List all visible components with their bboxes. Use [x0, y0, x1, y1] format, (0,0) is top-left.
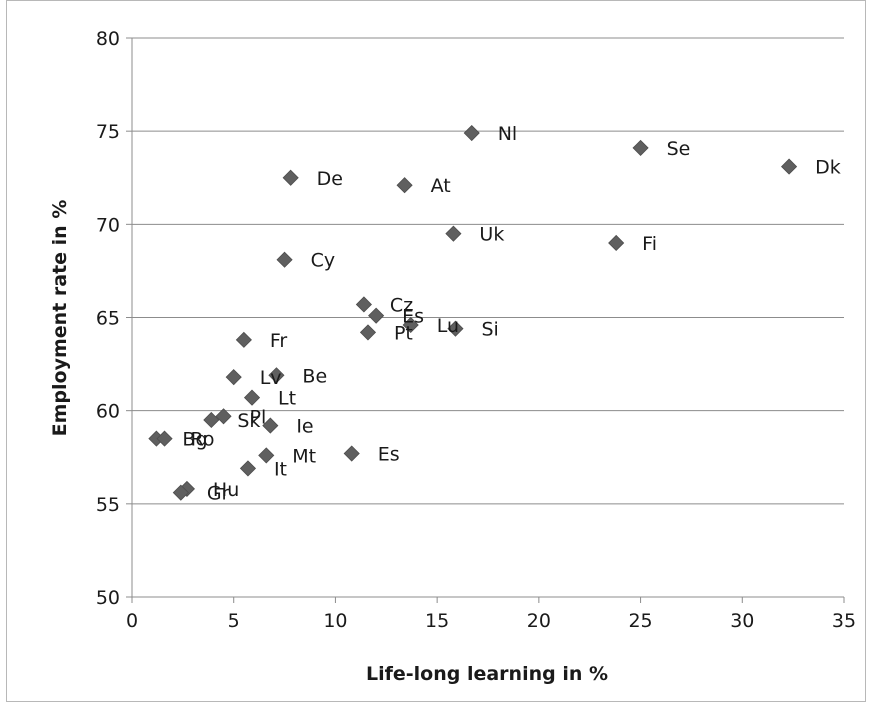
point-label: Ie [296, 416, 313, 438]
data-point-gr [172, 484, 189, 501]
point-label: Se [667, 138, 691, 160]
y-tick-label: 50 [96, 587, 120, 609]
data-point-be [268, 367, 285, 384]
axes [126, 37, 845, 603]
point-label: Lu [437, 315, 459, 337]
point-label: Cz [390, 294, 413, 316]
point-label: Cy [311, 250, 336, 272]
data-point-lt [243, 389, 261, 406]
point-label: Lt [278, 388, 296, 410]
y-tick-label: 60 [96, 401, 120, 423]
tick-labels: 50 55 60 65 70 75 80 0 5 10 15 20 25 30 35 [96, 28, 856, 632]
data-point-it [239, 460, 257, 477]
x-tick-label: 0 [126, 610, 138, 632]
data-point-nl [463, 124, 480, 142]
point-label: Pt [394, 322, 413, 344]
point-label: At [431, 175, 451, 197]
data-point-fr [235, 331, 252, 348]
point-label: Fr [270, 330, 288, 352]
point-label: Be [302, 365, 327, 387]
point-label: Fi [642, 233, 657, 255]
point-label: Pl [250, 406, 267, 428]
point-label: Es [378, 444, 400, 466]
point-label: Es [402, 306, 424, 328]
data-point-uk [445, 225, 462, 242]
x-tick-label: 20 [527, 610, 551, 632]
data-point-de [282, 169, 299, 186]
data-point-cz [355, 296, 372, 313]
y-tick-label: 75 [96, 121, 120, 143]
y-axis-title: Employment rate in % [49, 200, 71, 437]
point-label: Sk [237, 410, 260, 432]
data-point-es [368, 307, 385, 324]
x-tick-label: 5 [228, 610, 240, 632]
x-tick-label: 30 [730, 610, 754, 632]
data-point-pl [215, 408, 232, 425]
data-point-se [632, 139, 649, 157]
x-tick-label: 25 [628, 610, 652, 632]
point-label: Si [481, 319, 498, 341]
y-tick-label: 65 [96, 308, 120, 330]
x-axis-title: Life-long learning in % [366, 663, 608, 685]
point-label: Nl [498, 123, 518, 145]
data-point-mt [258, 447, 275, 464]
point-label: Bg [182, 429, 207, 451]
data-point-lu [402, 316, 419, 334]
point-label: Gr [207, 483, 230, 505]
point-label: Uk [479, 224, 504, 246]
chart-frame [6, 0, 866, 702]
data-point-sk [203, 411, 220, 429]
point-label: It [274, 458, 287, 480]
x-tick-label: 35 [832, 610, 856, 632]
data-point-cy [276, 251, 293, 268]
data-point-ro [156, 430, 173, 447]
x-tick-label: 15 [425, 610, 449, 632]
point-label: De [317, 168, 343, 190]
point-label: Ro [191, 429, 215, 451]
y-tick-label: 55 [96, 494, 120, 516]
point-label: Mt [292, 445, 316, 467]
gridlines [132, 37, 844, 598]
data-point-lv [225, 369, 242, 386]
x-tick-label: 10 [323, 610, 347, 632]
data-point-fi [608, 234, 625, 252]
y-tick-label: 80 [96, 28, 120, 50]
data-point-es [343, 445, 360, 462]
data-points [148, 124, 798, 501]
data-point-ie [262, 417, 279, 434]
point-label: Hu [213, 479, 239, 501]
point-label: Dk [815, 157, 841, 179]
y-tick-label: 70 [96, 214, 120, 236]
data-point-dk [781, 158, 798, 175]
data-point-pt [359, 324, 377, 341]
data-point-si [447, 320, 464, 337]
point-label: Lv [260, 367, 282, 389]
data-point-at [396, 177, 413, 194]
